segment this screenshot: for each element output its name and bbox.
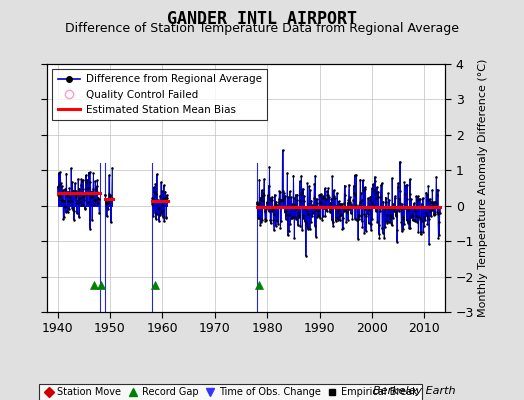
Legend: Station Move, Record Gap, Time of Obs. Change, Empirical Break: Station Move, Record Gap, Time of Obs. C… — [39, 384, 422, 400]
Text: Berkeley Earth: Berkeley Earth — [374, 386, 456, 396]
Y-axis label: Monthly Temperature Anomaly Difference (°C): Monthly Temperature Anomaly Difference (… — [478, 59, 488, 317]
Text: GANDER INTL AIRPORT: GANDER INTL AIRPORT — [167, 10, 357, 28]
Text: Difference of Station Temperature Data from Regional Average: Difference of Station Temperature Data f… — [65, 22, 459, 35]
